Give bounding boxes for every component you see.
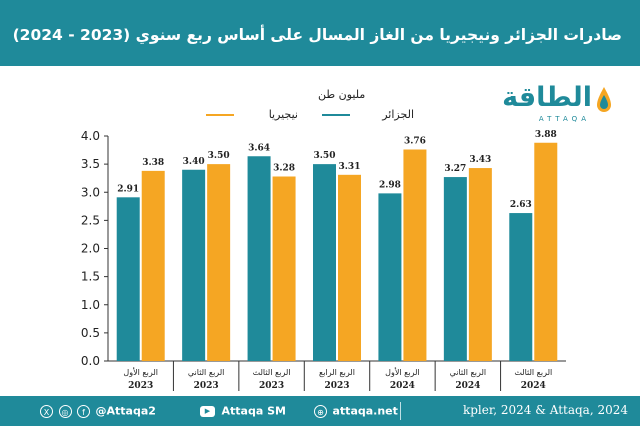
legend-label-nigeria: نيجيريا bbox=[268, 108, 298, 121]
x-tick-labels-layer: الربع الأول 2023 الربع الثاني 2023 الربع الث… bbox=[123, 367, 552, 391]
data-label: 2.63 bbox=[510, 200, 532, 210]
source-text: kpler, 2024 & Attaqa, 2024 bbox=[462, 403, 628, 417]
x-icon[interactable]: X bbox=[40, 404, 53, 418]
data-label: 3.27 bbox=[444, 164, 466, 174]
bar-algeria bbox=[509, 213, 533, 361]
x-tick-label-quarter: الربع الثالث bbox=[253, 368, 291, 377]
bar-algeria bbox=[247, 156, 271, 361]
x-tick-label-quarter: الربع الأول bbox=[123, 367, 158, 377]
website-link[interactable]: ⊕ attaqa.net bbox=[314, 404, 398, 418]
legend-swatch-algeria bbox=[322, 114, 350, 116]
x-tick-label-year: 2024 bbox=[390, 381, 415, 391]
footer-bar: X ◎ f @Attaqa2 ▶ Attaqa SM ⊕ attaqa.net … bbox=[0, 396, 640, 426]
data-label: 3.28 bbox=[273, 164, 295, 174]
social-handle[interactable]: @Attaqa2 bbox=[95, 404, 156, 418]
y-tick-label: 2.5 bbox=[81, 213, 100, 227]
y-tick-label: 3.5 bbox=[81, 157, 100, 171]
youtube-handle: Attaqa SM bbox=[221, 404, 286, 418]
data-label: 3.76 bbox=[404, 137, 426, 147]
x-tick-label-year: 2023 bbox=[128, 381, 153, 391]
web-icon: ⊕ bbox=[314, 404, 327, 418]
social-links: X ◎ f @Attaqa2 bbox=[40, 404, 156, 418]
data-label: 3.50 bbox=[314, 151, 336, 161]
x-tick-label-quarter: الربع الثالث bbox=[514, 368, 552, 377]
website-url: attaqa.net bbox=[332, 404, 398, 418]
logo-text-ar: الطاقة bbox=[502, 82, 592, 113]
x-tick-label-quarter: الربع الرابع bbox=[319, 368, 355, 377]
legend-label-algeria: الجزائر bbox=[382, 108, 414, 121]
y-tick-label: 1.0 bbox=[81, 298, 100, 312]
data-label: 3.43 bbox=[469, 155, 491, 165]
instagram-icon[interactable]: ◎ bbox=[58, 404, 72, 418]
bar-nigeria bbox=[272, 176, 296, 361]
logo-text-en: ATTAQA bbox=[538, 115, 590, 123]
bar-nigeria bbox=[207, 164, 231, 361]
bar-nigeria bbox=[141, 170, 165, 361]
x-tick-label-year: 2024 bbox=[455, 381, 480, 391]
header-bar: صادرات الجزائر ونيجيريا من الغاز المسال … bbox=[0, 0, 640, 66]
chart-title: صادرات الجزائر ونيجيريا من الغاز المسال … bbox=[12, 26, 622, 44]
legend-item-nigeria: نيجيريا bbox=[206, 108, 298, 122]
data-label: 2.91 bbox=[117, 184, 139, 194]
bar-nigeria bbox=[338, 174, 361, 361]
logo-drop-icon bbox=[597, 87, 611, 112]
y-tick-label: 0.0 bbox=[81, 354, 100, 368]
bar-algeria bbox=[443, 177, 467, 361]
y-tick-label: 1.5 bbox=[81, 270, 100, 284]
data-label: 3.64 bbox=[248, 143, 270, 153]
value-labels-layer: 2.913.38 3.403.503.643.283.503.312.983.76… bbox=[117, 130, 556, 210]
x-tick-label-year: 2023 bbox=[324, 381, 349, 391]
bar-nigeria bbox=[534, 142, 558, 361]
data-label: 3.50 bbox=[208, 151, 230, 161]
y-tick-label: 2.0 bbox=[81, 242, 100, 256]
x-tick-label-year: 2024 bbox=[521, 381, 546, 391]
youtube-icon: ▶ bbox=[200, 405, 215, 417]
unit-label: مليون طن bbox=[318, 88, 366, 101]
facebook-icon[interactable]: f bbox=[77, 404, 90, 418]
legend-item-algeria: الجزائر bbox=[322, 108, 414, 122]
bar-nigeria bbox=[468, 168, 492, 361]
data-label: 2.98 bbox=[379, 180, 401, 190]
bars-layer bbox=[116, 142, 558, 361]
bar-nigeria bbox=[403, 149, 427, 361]
youtube-link[interactable]: ▶ Attaqa SM bbox=[200, 404, 286, 418]
data-label: 3.88 bbox=[535, 130, 557, 140]
bar-algeria bbox=[182, 169, 206, 361]
x-tick-label-year: 2023 bbox=[194, 381, 219, 391]
y-tick-label: 3.0 bbox=[81, 185, 100, 199]
bar-algeria bbox=[116, 197, 140, 361]
x-tick-label-year: 2023 bbox=[259, 381, 284, 391]
footer-divider bbox=[400, 402, 401, 420]
attaqa-logo: الطاقة ATTAQA bbox=[494, 82, 614, 126]
y-tick-label: 0.5 bbox=[81, 326, 100, 340]
x-tick-label-quarter: الربع الثاني bbox=[188, 368, 225, 377]
data-label: 3.38 bbox=[142, 158, 164, 168]
x-tick-label-quarter: الربع الثاني bbox=[450, 368, 487, 377]
bar-algeria bbox=[313, 164, 336, 361]
legend-swatch-nigeria bbox=[206, 114, 234, 116]
bar-algeria bbox=[378, 193, 402, 361]
y-tick-label: 4.0 bbox=[81, 129, 100, 143]
data-label: 3.31 bbox=[339, 162, 361, 172]
data-label: 3.40 bbox=[183, 157, 205, 167]
x-tick-label-quarter: الربع الأول bbox=[385, 367, 420, 377]
